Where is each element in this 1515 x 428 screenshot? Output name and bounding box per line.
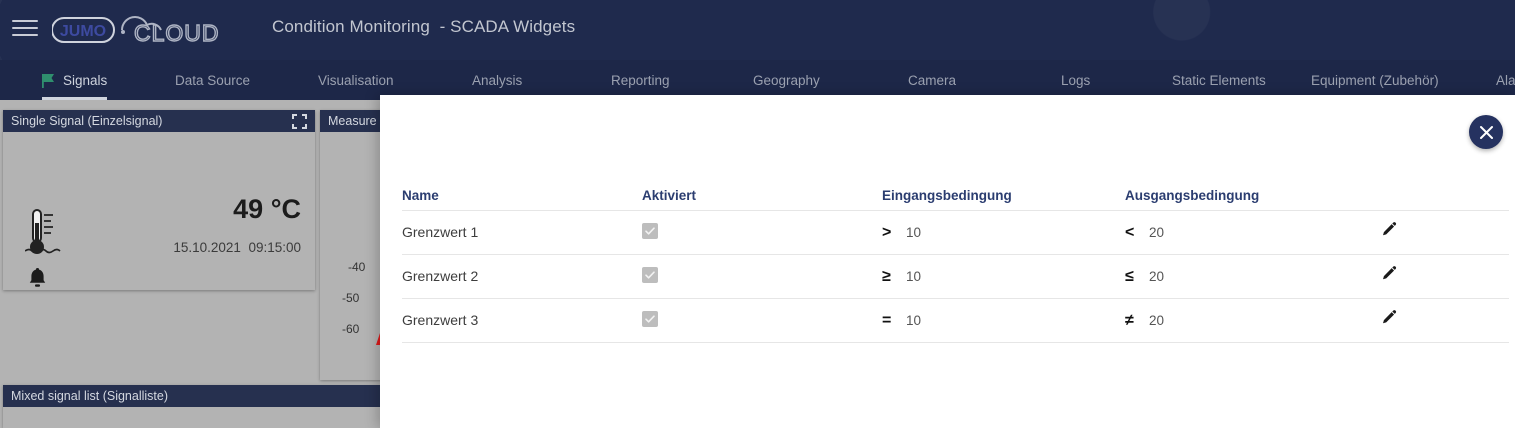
nav-tab-geography[interactable]: Geography [753, 60, 820, 100]
limit-values-dialog: Name Aktiviert Eingangsbedingung Ausgang… [380, 95, 1515, 428]
nav-tab-label: Equipment (Zubehör) [1311, 72, 1439, 88]
output-value: 20 [1149, 224, 1165, 240]
nav-tab-label: Ala [1496, 72, 1515, 88]
nav-tab-label: Reporting [611, 72, 670, 88]
output-operator: < [1125, 223, 1135, 241]
widget-measurement-title: Measure [328, 114, 377, 128]
nav-tab-data-source[interactable]: Data Source [175, 60, 250, 100]
input-condition-cell: >10 [882, 223, 1125, 241]
widget-single-signal-header: Single Signal (Einzelsignal) [3, 110, 315, 132]
widget-single-signal: Single Signal (Einzelsignal) [3, 110, 315, 290]
widget-mixed-signal-list-header: Mixed signal list (Signalliste) [3, 385, 383, 407]
limit-values-table: Name Aktiviert Eingangsbedingung Ausgang… [402, 180, 1509, 343]
nav-tab-label: Visualisation [318, 72, 394, 88]
thermometer-icon [24, 207, 63, 259]
nav-tab-label: Signals [63, 72, 108, 88]
bell-icon [28, 267, 47, 288]
output-condition-cell: ≤20 [1125, 267, 1380, 285]
nav-tab-label: Data Source [175, 72, 251, 88]
flag-icon [42, 73, 56, 88]
input-value: 10 [906, 224, 922, 240]
checkbox-checked-disabled-icon[interactable] [642, 311, 658, 327]
table-header-row: Name Aktiviert Eingangsbedingung Ausgang… [402, 180, 1509, 211]
nav-tab-label: Geography [753, 72, 820, 88]
widget-single-signal-title: Single Signal (Einzelsignal) [11, 114, 163, 128]
nav-tab-signals[interactable]: Signals [42, 60, 108, 100]
widget-mixed-signal-list-title: Mixed signal list (Signalliste) [11, 389, 169, 403]
nav-tab-ala[interactable]: Ala [1496, 60, 1515, 100]
column-header-eingangsbedingung: Eingangsbedingung [882, 187, 1012, 203]
axis-tick-label: -50 [342, 291, 360, 305]
checkbox-checked-disabled-icon[interactable] [642, 223, 658, 239]
column-header-name: Name [402, 187, 439, 203]
axis-tick-label: -40 [348, 260, 366, 274]
jumo-cloud-logo: JUMO CLOUD [52, 8, 227, 52]
table-row[interactable]: Grenzwert 2 ≥10 ≤20 [402, 255, 1509, 299]
checkbox-checked-disabled-icon[interactable] [642, 267, 658, 283]
output-operator: ≤ [1125, 267, 1134, 285]
pencil-icon[interactable] [1380, 222, 1398, 243]
input-operator: ≥ [882, 267, 891, 285]
svg-text:CLOUD: CLOUD [134, 20, 220, 46]
pencil-icon[interactable] [1380, 266, 1398, 287]
nav-tab-list: Signals Data Source Visualisation Analysis R… [0, 60, 1515, 100]
input-operator: = [882, 311, 892, 329]
nav-tab-visualisation[interactable]: Visualisation [318, 60, 394, 100]
nav-tab-label: Analysis [472, 72, 523, 88]
output-operator: ≠ [1125, 311, 1134, 329]
nav-tab-label: Static Elements [1172, 72, 1266, 88]
limit-name: Grenzwert 3 [402, 311, 479, 328]
column-header-aktiviert: Aktiviert [642, 187, 697, 203]
input-condition-cell: = 10 [882, 311, 1125, 329]
close-icon[interactable] [1469, 115, 1503, 149]
nav-tab-label: Camera [908, 72, 957, 88]
single-signal-value: 49 °C [233, 194, 301, 224]
nav-tab-static-elements[interactable]: Static Elements [1172, 60, 1266, 100]
enabled-cell [642, 311, 882, 330]
input-condition-cell: ≥10 [882, 267, 1125, 285]
table-body: Grenzwert 1 >10 <20 Grenzwert 2 ≥10 ≤20 Grenzw… [402, 211, 1509, 343]
page-title: Condition Monitoring - SCADA Widgets [272, 17, 576, 36]
svg-text:JUMO: JUMO [60, 23, 106, 40]
table-row[interactable]: Grenzwert 1 >10 <20 [402, 211, 1509, 255]
enabled-cell [642, 267, 882, 286]
limit-name: Grenzwert 1 [402, 223, 479, 240]
widget-mixed-signal-list-body [3, 407, 383, 428]
nav-tab-reporting[interactable]: Reporting [611, 60, 670, 100]
fullscreen-icon[interactable] [292, 113, 307, 129]
output-condition-cell: <20 [1125, 223, 1380, 241]
nav-tab-label: Logs [1061, 72, 1091, 88]
table-row[interactable]: Grenzwert 3 = 10 ≠ 20 [402, 299, 1509, 343]
widget-mixed-signal-list: Mixed signal list (Signalliste) [3, 385, 383, 428]
output-condition-cell: ≠ 20 [1125, 311, 1380, 329]
nav-tab-equipment-zubeh-r[interactable]: Equipment (Zubehör) [1311, 60, 1439, 100]
nav-tab-camera[interactable]: Camera [908, 60, 956, 100]
edit-cell [1380, 221, 1509, 244]
nav-tab-logs[interactable]: Logs [1061, 60, 1090, 100]
pencil-icon[interactable] [1380, 310, 1398, 331]
limit-name: Grenzwert 2 [402, 267, 479, 284]
input-value: 10 [906, 312, 922, 328]
output-value: 20 [1149, 268, 1165, 284]
nav-tab-analysis[interactable]: Analysis [472, 60, 522, 100]
edit-cell [1380, 265, 1509, 288]
column-header-ausgangsbedingung: Ausgangsbedingung [1125, 187, 1260, 203]
enabled-cell [642, 223, 882, 242]
edit-cell [1380, 309, 1509, 332]
input-operator: > [882, 223, 892, 241]
hamburger-menu-icon[interactable] [12, 17, 38, 39]
axis-tick-label: -60 [342, 322, 360, 336]
output-value: 20 [1149, 312, 1165, 328]
single-signal-timestamp: 15.10.2021 09:15:00 [173, 240, 301, 255]
input-value: 10 [906, 268, 922, 284]
widget-single-signal-body: 49 °C 15.10.2021 09:15:00 [3, 132, 315, 290]
app-header: JUMO CLOUD Condition Monitoring - SCADA … [0, 0, 1515, 60]
main-navigation: Signals Data Source Visualisation Analysis R… [0, 60, 1515, 100]
